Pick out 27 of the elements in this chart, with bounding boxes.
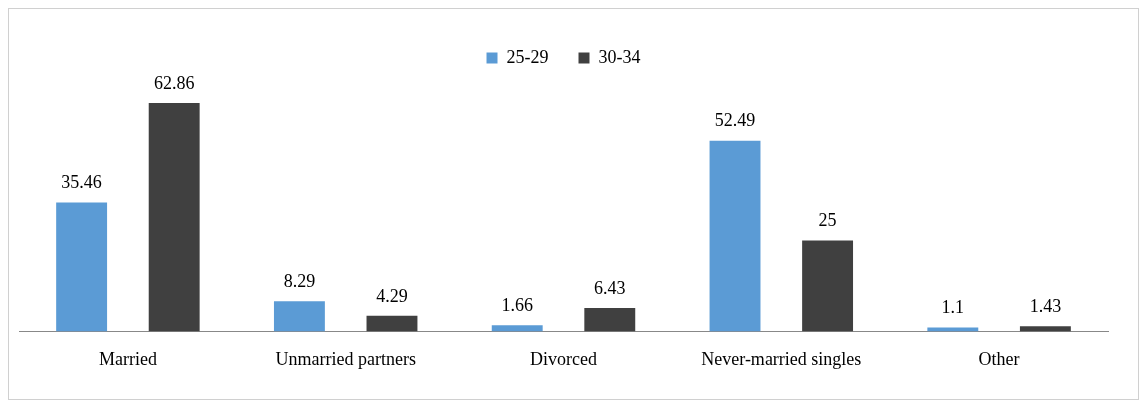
x-tick-label: Other (978, 348, 1020, 369)
data-label: 1.1 (941, 297, 965, 318)
bar (927, 327, 979, 332)
bar (802, 240, 854, 332)
bar (709, 140, 761, 332)
bar (56, 202, 108, 332)
bar (491, 325, 543, 332)
x-tick-label: Divorced (530, 348, 597, 369)
data-label: 62.86 (153, 72, 195, 93)
x-tick-label: Never-married singles (701, 348, 862, 369)
data-label: 8.29 (283, 271, 316, 292)
data-label: 6.43 (594, 277, 626, 298)
bar (1019, 326, 1071, 332)
data-label: 35.46 (61, 172, 102, 193)
bar (148, 102, 200, 332)
legend-label: 30-34 (598, 46, 641, 67)
bar (366, 315, 418, 332)
data-label: 52.49 (714, 110, 756, 131)
data-label: 1.66 (501, 295, 533, 316)
data-label: 25 (818, 210, 837, 231)
bar (273, 301, 325, 332)
data-label: 4.29 (376, 285, 408, 306)
x-tick-label: Unmarried partners (275, 348, 416, 369)
data-label: 1.43 (1029, 295, 1062, 316)
bar (584, 308, 636, 332)
legend-label: 25-29 (506, 46, 549, 67)
x-tick-label: Married (98, 348, 157, 369)
